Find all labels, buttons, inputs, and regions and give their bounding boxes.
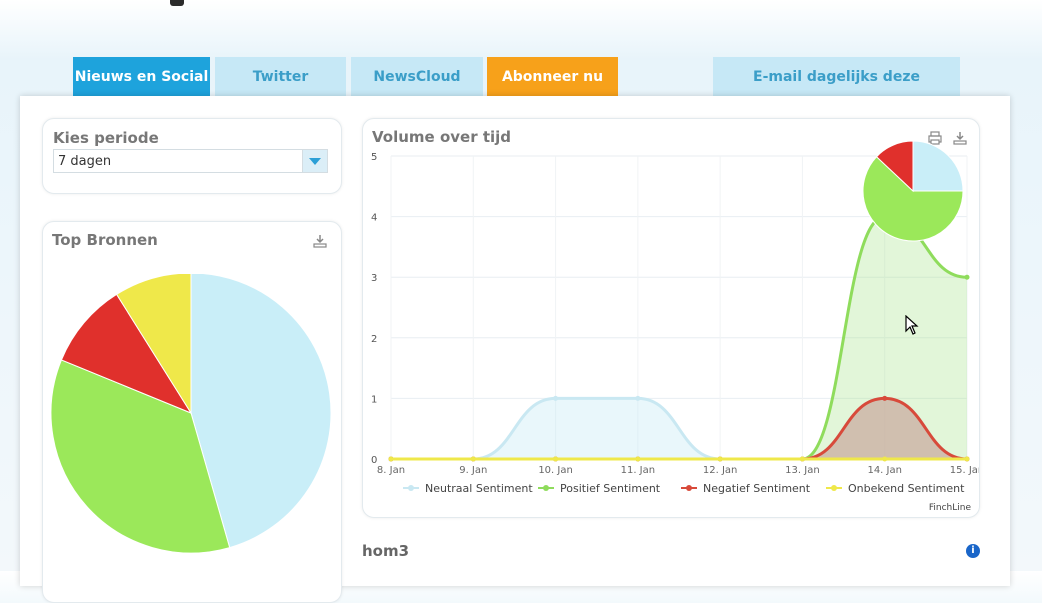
data-point[interactable]	[882, 456, 888, 462]
data-point[interactable]	[635, 456, 641, 462]
top-sources-pie-slice-2[interactable]	[60, 293, 193, 415]
data-point[interactable]	[388, 456, 394, 462]
page-title-fragment	[170, 0, 184, 6]
y-tick-label: 1	[371, 394, 377, 405]
info-icon[interactable]: i	[966, 544, 980, 558]
print-icon[interactable]	[928, 131, 942, 145]
series-area-2	[391, 398, 967, 459]
y-tick-label: 3	[371, 273, 377, 284]
tab-twitter[interactable]: Twitter	[215, 57, 346, 97]
main-content: Kies periode 7 dagen Top Bronnen Volume …	[20, 96, 1010, 603]
main-tabs: Nieuws en Social Twitter NewsCloud Abonn…	[0, 0, 1042, 125]
data-point[interactable]	[799, 456, 805, 462]
volume-over-time-chart[interactable]: 0 1 2 3 4 5 8. Jan 9. Jan 10. Jan 11. Jan 12. Jan 1…	[363, 119, 979, 517]
period-title: Kies periode	[53, 129, 159, 147]
tab-nieuws-en-social[interactable]: Nieuws en Social	[73, 57, 210, 97]
inset-pie-slice-0[interactable]	[912, 140, 964, 192]
data-point[interactable]	[553, 395, 559, 401]
legend-item[interactable]: Positief Sentiment	[538, 482, 661, 495]
mouse-cursor-icon	[905, 315, 919, 335]
legend-item[interactable]: Negatief Sentiment	[681, 482, 811, 495]
download-icon[interactable]	[313, 234, 327, 248]
volume-title: Volume over tijd	[372, 128, 512, 146]
volume-panel: Volume over tijd 0 1 2 3 4 5 8. Jan 9. Jan 10. J…	[362, 118, 980, 518]
legend-label: Positief Sentiment	[560, 482, 661, 495]
period-panel: Kies periode 7 dagen	[42, 118, 342, 194]
data-point[interactable]	[470, 456, 476, 462]
tab-abonneer-nu[interactable]: Abonneer nu	[487, 57, 618, 97]
download-icon[interactable]	[953, 131, 967, 145]
legend-marker	[408, 485, 414, 491]
tab-email-daily-results[interactable]: E-mail dagelijks deze resultaten	[713, 57, 960, 125]
top-sources-panel: Top Bronnen	[42, 221, 342, 603]
inset-pie-slice-1[interactable]	[862, 156, 964, 242]
data-point[interactable]	[964, 274, 970, 280]
top-sources-pie[interactable]	[51, 274, 351, 574]
x-tick-label: 8. Jan	[377, 465, 405, 476]
data-point[interactable]	[882, 395, 888, 401]
y-tick-label: 0	[371, 455, 377, 466]
inset-pie-slice-2[interactable]	[875, 140, 914, 193]
x-tick-label: 14. Jan	[867, 465, 902, 476]
chevron-down-icon[interactable]	[302, 150, 327, 172]
legend-label: Onbekend Sentiment	[848, 482, 965, 495]
legend-item[interactable]: Neutraal Sentiment	[403, 482, 533, 495]
y-tick-label: 4	[371, 213, 377, 224]
legend-item[interactable]: Onbekend Sentiment	[826, 482, 965, 495]
y-tick-label: 5	[371, 152, 377, 163]
top-sources-pie-slice-3[interactable]	[115, 274, 192, 415]
x-tick-label: 13. Jan	[785, 465, 820, 476]
y-tick-label: 2	[371, 334, 377, 345]
x-tick-label: 9. Jan	[459, 465, 487, 476]
period-select-value: 7 dagen	[58, 154, 112, 169]
legend-label: Negatief Sentiment	[703, 482, 811, 495]
top-sources-title: Top Bronnen	[52, 231, 158, 249]
top-sources-pie-slice-0[interactable]	[190, 274, 332, 549]
data-point[interactable]	[635, 395, 641, 401]
top-sources-pie-slice-1[interactable]	[51, 359, 231, 554]
legend-marker	[831, 485, 837, 491]
x-tick-label: 10. Jan	[538, 465, 573, 476]
data-point[interactable]	[964, 456, 970, 462]
period-select[interactable]: 7 dagen	[53, 149, 328, 173]
x-tick-label: 11. Jan	[621, 465, 656, 476]
tab-newscloud[interactable]: NewsCloud	[351, 57, 483, 97]
section-title: hom3	[362, 542, 410, 560]
data-point[interactable]	[717, 456, 723, 462]
data-point[interactable]	[553, 456, 559, 462]
legend-marker	[686, 485, 692, 491]
chart-credit: FinchLine	[928, 503, 971, 513]
x-tick-label: 15. Jan	[950, 465, 979, 476]
legend-marker	[543, 485, 549, 491]
x-tick-label: 12. Jan	[703, 465, 738, 476]
legend-label: Neutraal Sentiment	[425, 482, 533, 495]
